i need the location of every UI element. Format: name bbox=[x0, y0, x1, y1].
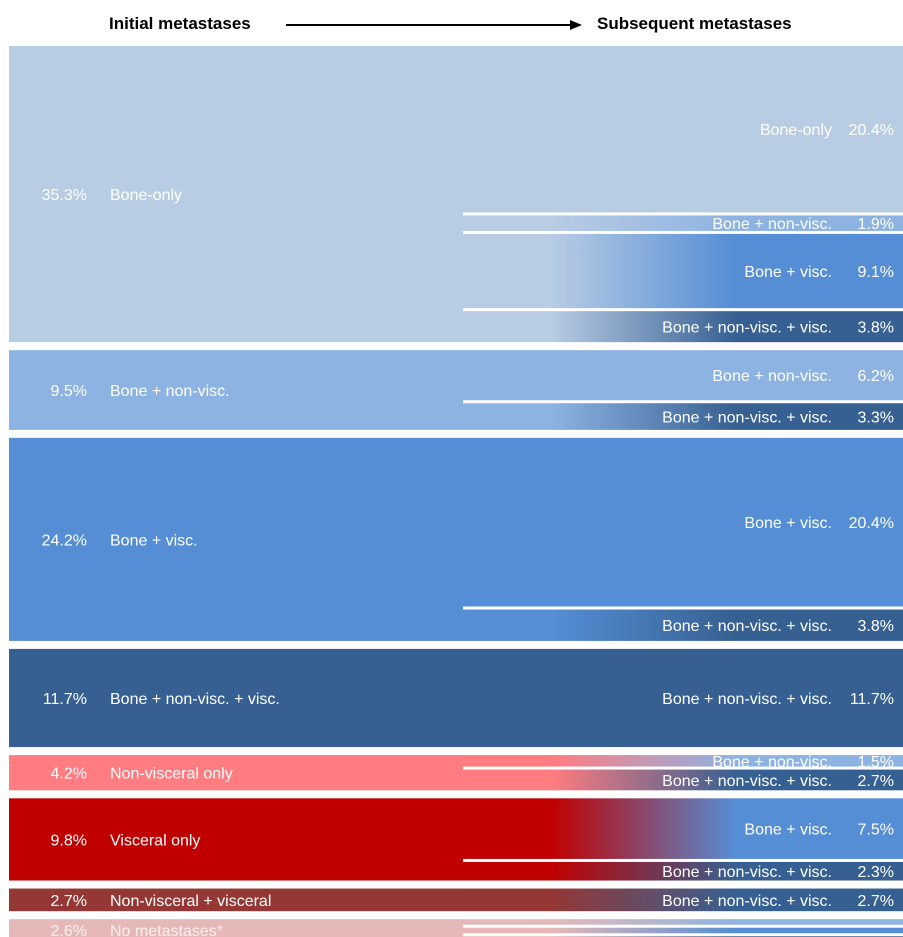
subsequent-pct-bone-only-3: 3.8% bbox=[858, 320, 894, 337]
initial-block-bone-non-visc-visc bbox=[9, 648, 463, 748]
initial-pct-bone-non-visc-visc: 11.7% bbox=[43, 691, 87, 708]
subsequent-pct-bone-visc-0: 20.4% bbox=[849, 515, 894, 532]
subsequent-pct-bone-non-visc-visc-0: 11.7% bbox=[850, 691, 894, 708]
subsequent-label-bone-only-1: Bone + non-visc. bbox=[712, 216, 832, 233]
subsequent-label-bone-only-2: Bone + visc. bbox=[744, 264, 832, 281]
subsequent-label-non-visceral-visceral-0: Bone + non-visc. + visc. bbox=[662, 893, 832, 910]
initial-block-bone-non-visc bbox=[9, 350, 463, 430]
initial-pct-non-visceral-visceral: 2.7% bbox=[51, 893, 87, 910]
subsequent-pct-visceral-only-0: 7.5% bbox=[858, 822, 894, 839]
subsequent-pct-bone-only-0: 20.4% bbox=[849, 122, 894, 139]
subsequent-block-bone-only-2 bbox=[463, 233, 903, 309]
subsequent-block-bone-only-3 bbox=[463, 311, 903, 343]
initial-pct-bone-non-visc: 9.5% bbox=[51, 383, 87, 400]
chart-header: Initial metastases Subsequent metastases bbox=[0, 0, 903, 46]
subsequent-pct-bone-non-visc-1: 3.3% bbox=[858, 410, 894, 427]
initial-label-bone-visc: Bone + visc. bbox=[110, 532, 198, 549]
subsequent-block-non-visceral-visceral-0 bbox=[463, 888, 903, 912]
initial-label-bone-non-visc: Bone + non-visc. bbox=[110, 383, 230, 400]
subsequent-block-no-metastases-0 bbox=[463, 919, 903, 925]
subsequent-block-visceral-only-0 bbox=[463, 798, 903, 859]
subsequent-label-non-visceral-only-0: Bone + non-visc. bbox=[712, 754, 832, 771]
initial-pct-non-visceral-only: 4.2% bbox=[51, 766, 87, 783]
initial-metastases-header: Initial metastases bbox=[109, 14, 251, 33]
subsequent-block-bone-visc-0 bbox=[463, 437, 903, 607]
subsequent-pct-non-visceral-only-0: 1.5% bbox=[858, 754, 894, 771]
subsequent-block-bone-visc-1 bbox=[463, 609, 903, 641]
subsequent-pct-visceral-only-1: 2.3% bbox=[858, 864, 894, 881]
subsequent-block-bone-non-visc-0 bbox=[463, 350, 903, 401]
initial-pct-bone-only: 35.3% bbox=[42, 187, 87, 204]
subsequent-label-bone-non-visc-1: Bone + non-visc. + visc. bbox=[662, 410, 832, 427]
subsequent-label-visceral-only-0: Bone + visc. bbox=[744, 822, 832, 839]
subsequent-block-no-metastases-1 bbox=[463, 927, 903, 934]
subsequent-label-bone-visc-0: Bone + visc. bbox=[744, 515, 832, 532]
initial-pct-visceral-only: 9.8% bbox=[51, 832, 87, 849]
initial-block-visceral-only bbox=[9, 798, 463, 881]
initial-label-bone-non-visc-visc: Bone + non-visc. + visc. bbox=[110, 691, 280, 708]
subsequent-label-bone-only-0: Bone-only bbox=[760, 122, 832, 139]
initial-block-non-visceral-visceral bbox=[9, 888, 463, 912]
subsequent-block-bone-non-visc-1 bbox=[463, 403, 903, 430]
subsequent-block-bone-non-visc-visc-0 bbox=[463, 648, 903, 748]
subsequent-label-bone-visc-1: Bone + non-visc. + visc. bbox=[662, 618, 832, 635]
initial-pct-no-metastases: 2.6% bbox=[51, 923, 87, 937]
subsequent-label-bone-only-3: Bone + non-visc. + visc. bbox=[662, 320, 832, 337]
initial-label-non-visceral-only: Non-visceral only bbox=[110, 766, 233, 783]
subsequent-block-non-visceral-only-1 bbox=[463, 769, 903, 791]
initial-block-bone-only bbox=[9, 46, 463, 343]
subsequent-block-visceral-only-1 bbox=[463, 861, 903, 881]
subsequent-pct-non-visceral-visceral-0: 2.7% bbox=[858, 893, 894, 910]
initial-label-non-visceral-visceral: Non-visceral + visceral bbox=[110, 893, 271, 910]
subsequent-pct-bone-non-visc-0: 6.2% bbox=[858, 368, 894, 385]
initial-block-no-metastases bbox=[9, 919, 463, 937]
subsequent-pct-non-visceral-only-1: 2.7% bbox=[858, 773, 894, 790]
subsequent-pct-bone-only-2: 9.1% bbox=[858, 264, 894, 281]
subsequent-label-visceral-only-1: Bone + non-visc. + visc. bbox=[662, 864, 832, 881]
subsequent-pct-bone-only-1: 1.9% bbox=[858, 216, 894, 233]
initial-pct-bone-visc: 24.2% bbox=[42, 532, 87, 549]
subsequent-block-bone-only-0 bbox=[463, 46, 903, 213]
subsequent-block-non-visceral-only-0 bbox=[463, 755, 903, 767]
initial-block-bone-visc bbox=[9, 437, 463, 641]
subsequent-label-non-visceral-only-1: Bone + non-visc. + visc. bbox=[662, 773, 832, 790]
initial-label-visceral-only: Visceral only bbox=[110, 832, 200, 849]
subsequent-label-bone-non-visc-visc-0: Bone + non-visc. + visc. bbox=[662, 691, 832, 708]
subsequent-block-bone-only-1 bbox=[463, 215, 903, 231]
subsequent-label-bone-non-visc-0: Bone + non-visc. bbox=[712, 368, 832, 385]
initial-label-bone-only: Bone-only bbox=[110, 187, 182, 204]
initial-label-no-metastases: No metastases* bbox=[110, 923, 223, 937]
subsequent-pct-bone-visc-1: 3.8% bbox=[858, 618, 894, 635]
initial-block-non-visceral-only bbox=[9, 755, 463, 791]
subsequent-metastases-header: Subsequent metastases bbox=[597, 14, 792, 33]
flow-arrow bbox=[286, 20, 582, 30]
